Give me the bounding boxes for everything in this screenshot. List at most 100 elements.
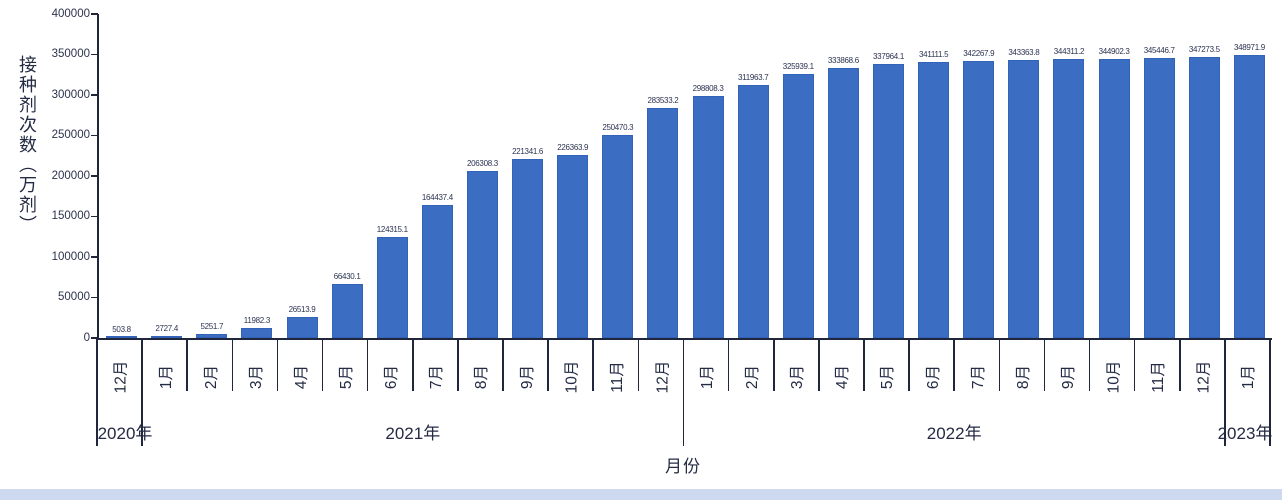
- bar: [1188, 56, 1220, 338]
- month-separator-line: [637, 338, 640, 391]
- bar: [421, 204, 453, 338]
- bar-value-label: 341111.5: [919, 49, 949, 59]
- bar-value-label: 164437.4: [421, 192, 453, 202]
- month-separator-line: [186, 338, 189, 391]
- bar: [151, 335, 183, 338]
- y-tick-label: 400000: [51, 7, 90, 20]
- bar: [692, 95, 724, 338]
- bar-value-label: 344311.2: [1053, 47, 1085, 57]
- year-label: 2020年: [97, 424, 153, 443]
- plot-area: 503.8 2727.4 5251.7 11982.3 26513.9 66430.1 12…: [97, 14, 1272, 340]
- year-label: 2023年: [1217, 424, 1273, 443]
- bar-value-label: 226363.9: [557, 142, 589, 152]
- y-tick-label: 200000: [51, 169, 90, 182]
- bar: [1098, 58, 1130, 338]
- bar: [376, 237, 408, 338]
- month-separator-line: [1133, 338, 1136, 391]
- month-separator-line: [1088, 338, 1091, 391]
- year-separator-line: [1269, 338, 1271, 446]
- bar-value-label: 11982.3: [243, 316, 271, 326]
- month-separator-line: [1178, 338, 1181, 391]
- bar: [1053, 59, 1085, 338]
- x-tick-label: 11月: [1150, 361, 1168, 393]
- y-tick-mark: [91, 337, 98, 339]
- month-separator-line: [908, 338, 910, 391]
- bar-value-label: 348971.9: [1233, 43, 1265, 53]
- bar: [331, 284, 363, 338]
- bar-value-label: 283533.2: [647, 96, 679, 106]
- x-tick-label: 9月: [1059, 364, 1077, 390]
- bottom-accent-bar: [0, 489, 1282, 500]
- y-tick-mark: [91, 94, 98, 96]
- y-tick-label: 0: [83, 331, 90, 344]
- month-separator-line: [953, 338, 955, 391]
- bar-value-label: 337964.1: [873, 52, 904, 62]
- x-tick-label: 11月: [608, 361, 626, 393]
- x-tick-label: 1月: [1240, 364, 1258, 390]
- bar: [737, 85, 769, 338]
- bar-value-label: 66430.1: [333, 272, 361, 282]
- bar: [512, 158, 544, 338]
- x-tick-label: 6月: [383, 364, 401, 390]
- bar: [963, 60, 995, 338]
- y-tick-mark: [91, 256, 98, 258]
- bar-value-label: 124315.1: [376, 225, 408, 235]
- month-separator-line: [366, 338, 369, 391]
- x-tick-label: 4月: [293, 364, 310, 390]
- bar: [557, 154, 589, 338]
- bar-value-label: 298808.3: [692, 83, 724, 93]
- bar: [241, 328, 273, 338]
- x-tick-label: 12月: [653, 360, 671, 394]
- x-tick-label: 5月: [338, 364, 356, 390]
- bar-value-label: 250470.3: [602, 123, 634, 133]
- bar-value-label: 26513.9: [288, 304, 316, 314]
- y-tick-mark: [91, 134, 98, 137]
- bar-value-label: 311963.7: [737, 73, 769, 83]
- x-tick-label: 10月: [563, 360, 581, 394]
- month-separator-line: [863, 338, 865, 391]
- bar-value-label: 342267.9: [963, 48, 995, 58]
- x-tick-label: 2月: [202, 364, 220, 390]
- year-separator-line: [96, 338, 98, 446]
- bar: [918, 61, 950, 338]
- x-tick-label: 1月: [699, 364, 717, 390]
- month-separator-line: [772, 338, 775, 391]
- year-separator-line: [1224, 338, 1226, 446]
- bar-value-label: 2727.4: [155, 323, 179, 333]
- x-tick-label: 5月: [879, 364, 897, 390]
- y-tick-mark: [91, 175, 98, 177]
- bar-value-label: 344902.3: [1098, 46, 1130, 56]
- x-tick-label: 2月: [744, 364, 762, 390]
- bar-value-label: 345446.7: [1143, 46, 1175, 56]
- bar: [602, 135, 634, 338]
- x-tick-label: 6月: [924, 364, 942, 390]
- x-tick-label: 3月: [247, 364, 265, 390]
- year-separator-line: [682, 338, 685, 446]
- bar: [1143, 58, 1175, 338]
- bar-value-label: 325939.1: [782, 62, 814, 71]
- y-tick-label: 50000: [58, 291, 90, 303]
- month-separator-line: [412, 338, 414, 391]
- bar-value-label: 343363.8: [1008, 47, 1040, 57]
- bar-value-label: 206308.3: [466, 158, 498, 168]
- y-tick-mark: [91, 296, 98, 299]
- x-tick-label: 1月: [157, 364, 175, 390]
- month-separator-line: [276, 338, 279, 391]
- x-tick-label: 8月: [1014, 364, 1032, 390]
- month-separator-line: [1043, 338, 1046, 391]
- bar-value-label: 347273.5: [1188, 44, 1220, 54]
- bar: [1233, 55, 1265, 338]
- month-separator-line: [321, 338, 324, 391]
- x-tick-label: 12月: [1195, 360, 1213, 394]
- month-separator-line: [727, 338, 730, 391]
- bar: [196, 333, 228, 338]
- x-axis-title: 月份: [665, 457, 701, 476]
- month-separator-line: [998, 338, 1001, 391]
- y-tick-mark: [91, 13, 98, 15]
- x-tick-label: 4月: [834, 364, 852, 390]
- bar: [827, 67, 859, 338]
- y-tick-mark: [91, 53, 98, 56]
- x-tick-label: 7月: [428, 364, 446, 390]
- year-label: 2021年: [385, 424, 441, 443]
